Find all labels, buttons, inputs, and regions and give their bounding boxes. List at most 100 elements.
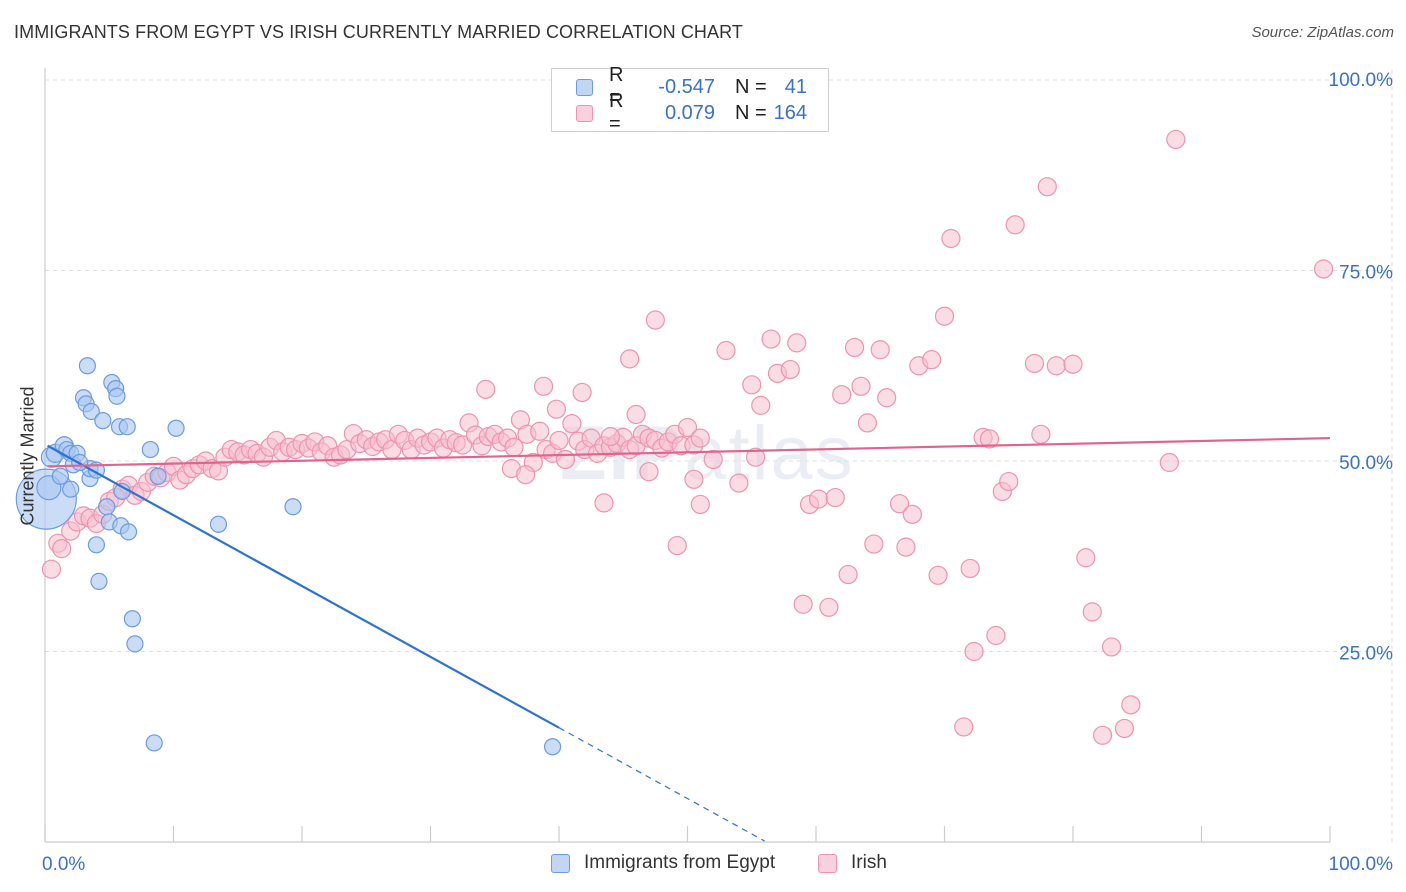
irish-point	[954, 717, 974, 737]
irish-point	[928, 565, 948, 585]
egypt-point	[78, 357, 97, 375]
irish-point	[877, 388, 897, 408]
irish-point	[572, 382, 592, 403]
irish-point	[1063, 354, 1083, 374]
y-tick-label: 25.0%	[1339, 644, 1393, 665]
irish-point	[746, 447, 766, 467]
egypt-point	[126, 635, 144, 653]
egypt-points	[15, 357, 562, 756]
irish-point	[857, 413, 878, 433]
irish-point	[960, 558, 980, 579]
legend-r-label: R =	[609, 64, 624, 109]
legend-swatch-irish	[576, 104, 593, 122]
legend-swatch-egypt	[576, 78, 593, 96]
irish-point	[844, 337, 865, 358]
source-credit: Source: ZipAtlas.com	[1251, 24, 1394, 41]
irish-point	[896, 537, 916, 557]
irish-point	[1046, 356, 1066, 376]
irish-point	[1159, 452, 1179, 473]
egypt-trend-extension	[558, 727, 765, 842]
legend-n-value: 41	[784, 75, 807, 98]
chart-title: IMMIGRANTS FROM EGYPT VS IRISH CURRENTLY…	[14, 22, 744, 42]
legend-r-label: R =	[609, 90, 624, 135]
egypt-point	[119, 523, 138, 541]
irish-point	[787, 333, 807, 353]
irish-point	[838, 564, 858, 585]
tick-labels: 25.0% 50.0% 75.0% 100.0% 0.0% 100.0%	[42, 70, 1393, 875]
irish-point	[533, 376, 554, 396]
irish-point	[1082, 602, 1102, 622]
series-label-egypt: Immigrants from Egypt	[584, 852, 776, 873]
series-label-irish: Irish	[851, 852, 887, 873]
irish-point	[562, 414, 582, 434]
irish-point	[1024, 353, 1045, 374]
irish-point	[667, 535, 687, 556]
irish-point	[1037, 177, 1057, 197]
irish-point	[1114, 718, 1135, 739]
irish-point	[476, 379, 496, 399]
irish-point	[819, 597, 839, 617]
series-legend-egypt: Immigrants from Egypt	[551, 852, 775, 874]
watermark: ZIPatlas	[560, 410, 855, 497]
irish-point	[751, 395, 771, 415]
irish-trend-line	[47, 437, 1331, 468]
irish-point	[690, 428, 710, 448]
irish-point	[639, 462, 659, 482]
series-legend: Immigrants from Egypt Irish	[0, 852, 1406, 876]
irish-point	[1121, 695, 1141, 715]
y-axis-label: Currently Married	[17, 386, 38, 526]
egypt-point	[145, 734, 163, 752]
series-swatch-irish	[818, 853, 837, 873]
irish-point	[703, 449, 723, 470]
irish-point	[793, 594, 813, 614]
irish-point	[922, 350, 942, 370]
series-legend-irish: Irish	[818, 852, 887, 874]
irish-point	[549, 430, 569, 451]
irish-point	[645, 310, 665, 330]
egypt-point	[62, 480, 80, 498]
egypt-point	[90, 572, 108, 590]
legend-r-value: -0.547	[658, 75, 715, 98]
irish-point	[729, 473, 749, 493]
irish-point	[870, 340, 890, 360]
irish-point	[986, 625, 1006, 646]
legend-row-irish: R = 0.079 N = 164	[576, 90, 807, 135]
egypt-point	[108, 387, 126, 405]
legend-n-label: N =	[735, 101, 767, 124]
irish-point	[690, 494, 710, 515]
irish-point	[1005, 215, 1025, 235]
correlation-legend: R = -0.547 N = 41 R = 0.079 N = 164	[551, 64, 829, 135]
irish-point	[761, 329, 781, 349]
egypt-point	[167, 419, 185, 437]
egypt-point	[98, 498, 116, 516]
irish-point	[530, 421, 550, 441]
irish-point	[1031, 424, 1051, 444]
irish-point	[941, 228, 961, 249]
legend-r-value: 0.079	[664, 101, 715, 124]
irish-point	[1166, 129, 1186, 150]
irish-point	[808, 489, 829, 509]
irish-point	[1076, 548, 1096, 568]
irish-point	[742, 375, 762, 395]
irish-point	[52, 539, 72, 559]
irish-point	[41, 559, 62, 579]
series-swatch-egypt	[551, 853, 570, 873]
irish-point	[677, 417, 698, 438]
irish-point	[1101, 637, 1122, 657]
irish-point	[600, 427, 621, 447]
legend-n-value: 164	[773, 101, 807, 124]
irish-point	[864, 534, 884, 554]
irish-point	[889, 494, 910, 514]
irish-point	[453, 435, 473, 455]
irish-point	[1092, 725, 1113, 745]
irish-point	[964, 641, 984, 662]
irish-point	[999, 471, 1019, 492]
irish-point	[594, 493, 614, 513]
irish-point	[851, 376, 871, 396]
egypt-point	[141, 440, 159, 459]
egypt-point	[543, 738, 562, 756]
irish-point	[832, 385, 852, 405]
irish-point	[626, 404, 646, 425]
legend-n-label: N =	[735, 75, 767, 98]
egypt-point	[284, 498, 302, 516]
